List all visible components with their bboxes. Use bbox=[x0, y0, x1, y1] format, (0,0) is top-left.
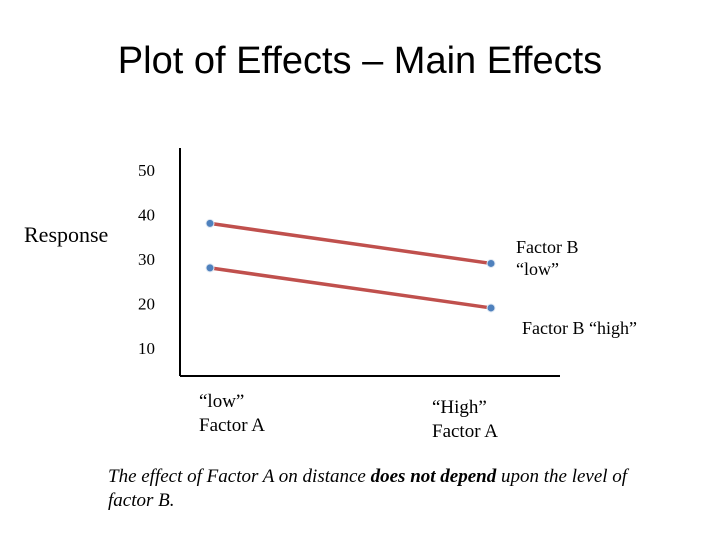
y-tick-label: 40 bbox=[138, 206, 155, 225]
data-point-marker bbox=[205, 218, 215, 228]
series-label-line: Factor B bbox=[516, 237, 579, 257]
chart-axes bbox=[179, 148, 560, 377]
y-axis-label: Response bbox=[24, 222, 109, 247]
series-markers bbox=[205, 218, 496, 313]
series-label-line: “low” bbox=[516, 259, 559, 279]
caption-part-1: The effect of Factor A on distance bbox=[108, 466, 371, 487]
page-title: Plot of Effects – Main Effects bbox=[117, 40, 603, 82]
y-tick-labels: 50 40 30 20 10 bbox=[138, 161, 155, 358]
x-category-label-line: “low” bbox=[199, 391, 245, 412]
series-line bbox=[209, 221, 492, 266]
caption-part-2: upon the level of factor B. bbox=[108, 466, 628, 511]
x-category-label-low: “low” Factor A bbox=[199, 390, 265, 438]
x-category-label-line: Factor A bbox=[199, 415, 265, 436]
data-point-marker bbox=[205, 263, 215, 273]
data-point-marker bbox=[486, 258, 496, 268]
y-tick-label: 30 bbox=[138, 250, 155, 269]
y-tick-label: 20 bbox=[138, 295, 155, 314]
x-category-label-line: “High” bbox=[432, 397, 487, 418]
caption-text: The effect of Factor A on distance does … bbox=[108, 465, 668, 513]
y-tick-label: 10 bbox=[138, 339, 155, 358]
series-label-line: Factor B “high” bbox=[522, 318, 637, 338]
series-label-factor-b-low: Factor B “low” bbox=[516, 236, 579, 280]
series-line bbox=[209, 266, 492, 310]
x-category-label-high: “High” Factor A bbox=[432, 396, 498, 444]
series-lines bbox=[209, 221, 492, 310]
caption-emphasis: does not depend bbox=[370, 466, 497, 487]
series-label-factor-b-high: Factor B “high” bbox=[522, 317, 637, 339]
y-tick-label: 50 bbox=[138, 161, 155, 180]
data-point-marker bbox=[486, 303, 496, 313]
x-category-label-line: Factor A bbox=[432, 421, 498, 442]
